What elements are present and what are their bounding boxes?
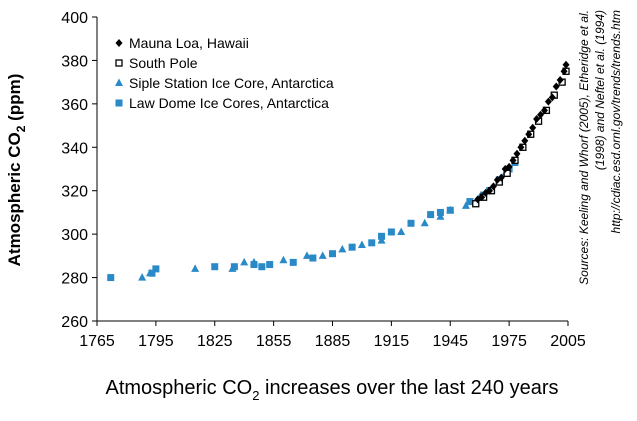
- y-label-suffix: (ppm): [5, 74, 24, 126]
- data-point: [544, 97, 552, 106]
- legend-marker: [115, 59, 123, 67]
- y-label-subscript: 2: [14, 125, 28, 132]
- data-point: [289, 258, 297, 266]
- x-tick-label: 1795: [138, 333, 174, 350]
- data-point: [107, 274, 115, 282]
- data-point: [240, 257, 249, 266]
- data-point: [517, 143, 525, 152]
- data-point: [478, 193, 486, 202]
- data-point: [397, 227, 406, 235]
- data-point: [191, 264, 200, 272]
- data-point: [377, 236, 386, 244]
- data-point: [537, 110, 545, 119]
- title-subscript: 2: [252, 388, 259, 403]
- data-point: [446, 205, 455, 214]
- data-point: [258, 263, 266, 271]
- data-point: [427, 211, 435, 219]
- data-point: [529, 123, 537, 132]
- data-point: [548, 93, 556, 102]
- legend-marker: [115, 78, 123, 86]
- x-tick-label: 1945: [432, 333, 468, 350]
- y-tick-label: 400: [61, 10, 88, 27]
- y-axis-label: Atmospheric CO2 (ppm): [5, 74, 28, 267]
- data-point: [513, 149, 521, 158]
- data-point: [368, 239, 376, 247]
- data-point: [489, 182, 497, 191]
- data-point: [486, 186, 493, 195]
- y-tick-label: 260: [61, 314, 88, 331]
- data-point: [309, 254, 317, 262]
- legend-label: Mauna Loa, Hawaii: [129, 35, 249, 51]
- source-note: (1998) and Neftel et al. (1994): [593, 10, 607, 170]
- data-point: [230, 263, 238, 271]
- data-point: [329, 250, 336, 258]
- y-tick-label: 300: [61, 227, 88, 244]
- data-point: [138, 273, 147, 281]
- y-tick-label: 320: [61, 184, 88, 201]
- x-tick-label: 2005: [550, 333, 586, 350]
- y-label-text: Atmospheric CO: [5, 132, 24, 266]
- data-point: [250, 257, 258, 266]
- data-point: [436, 212, 445, 220]
- data-point: [552, 82, 560, 91]
- chart-title: Atmospheric CO2 increases over the last …: [106, 377, 559, 403]
- x-tick-label: 1915: [374, 333, 410, 350]
- legend-label: Law Dome Ice Cores, Antarctica: [129, 95, 329, 111]
- data-point: [466, 198, 474, 206]
- data-point: [279, 255, 288, 264]
- y-tick-label: 280: [61, 271, 88, 288]
- data-point: [560, 67, 568, 76]
- data-point: [461, 201, 470, 209]
- legend-marker: [115, 39, 123, 47]
- data-point: [302, 251, 311, 259]
- data-point: [338, 244, 347, 253]
- data-point: [562, 60, 570, 69]
- y-tick-label: 360: [61, 97, 88, 114]
- legend-marker: [115, 99, 123, 107]
- source-note: Sources: Keeling and Whorf (2005), Ether…: [577, 10, 591, 285]
- x-tick-label: 1765: [79, 333, 115, 350]
- data-point: [420, 218, 429, 227]
- data-point: [152, 265, 160, 273]
- x-tick-label: 1825: [197, 333, 233, 350]
- data-point: [505, 162, 513, 171]
- data-point: [525, 130, 533, 139]
- data-point: [266, 261, 274, 269]
- data-point: [211, 263, 219, 271]
- x-tick-label: 1885: [315, 333, 351, 350]
- legend-label: Siple Station Ice Core, Antarctica: [129, 75, 334, 91]
- data-point: [228, 264, 237, 272]
- data-point: [540, 106, 548, 115]
- legend-label: South Pole: [129, 55, 198, 71]
- data-point: [357, 240, 366, 248]
- data-point: [145, 268, 154, 277]
- data-point: [318, 251, 327, 259]
- data-point: [521, 136, 529, 145]
- x-tick-label: 1975: [491, 333, 527, 350]
- source-note: http://cdiac.esd.ornl.gov/trends/trends.…: [609, 10, 623, 233]
- title-text: Atmospheric CO: [106, 377, 253, 399]
- data-point: [556, 75, 564, 84]
- data-point: [407, 219, 415, 227]
- data-point: [509, 156, 517, 165]
- data-point: [497, 173, 505, 182]
- y-tick-label: 380: [61, 53, 88, 70]
- y-tick-label: 340: [61, 140, 88, 157]
- data-point: [387, 228, 395, 236]
- title-suffix: increases over the last 240 years: [259, 377, 558, 399]
- data-point: [348, 243, 356, 251]
- x-tick-label: 1855: [256, 333, 292, 350]
- data-point: [533, 115, 541, 124]
